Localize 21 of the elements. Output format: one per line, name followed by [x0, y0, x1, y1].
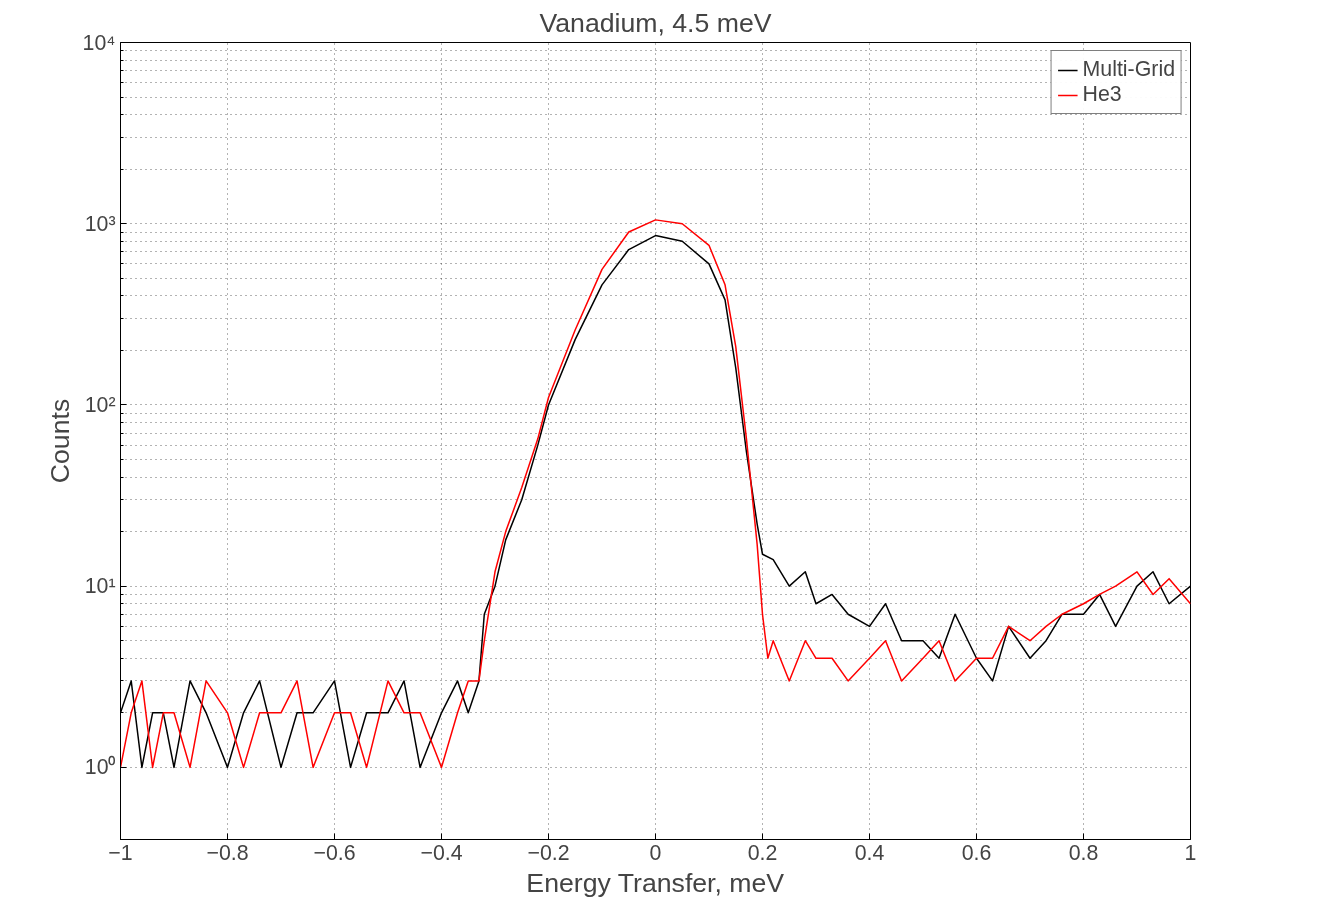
x-tick-label: −1 — [108, 840, 133, 865]
x-axis-title: Energy Transfer, meV — [526, 867, 785, 898]
x-tick-label: −0.8 — [206, 840, 249, 865]
y-tick-label: 10³ — [84, 211, 116, 236]
x-tick-label: 0.2 — [747, 840, 778, 865]
x-tick-label: 0.4 — [854, 840, 885, 865]
y-axis-title: Counts — [44, 398, 75, 484]
chart-title: Vanadium, 4.5 meV — [539, 7, 772, 38]
legend-label: He3 — [1082, 82, 1122, 107]
x-tick-label: −0.4 — [420, 840, 463, 865]
y-tick-label: 10² — [84, 392, 116, 417]
x-tick-label: −0.6 — [313, 840, 356, 865]
x-tick-label: 1 — [1184, 840, 1197, 865]
x-tick-label: 0 — [649, 840, 662, 865]
x-tick-label: −0.2 — [527, 840, 570, 865]
y-tick-label: 10⁰ — [84, 755, 117, 780]
y-tick-label: 10⁴ — [82, 30, 116, 55]
legend-label: Multi-Grid — [1082, 57, 1175, 82]
x-tick-label: 0.8 — [1068, 840, 1099, 865]
x-tick-label: 0.6 — [961, 840, 992, 865]
y-tick-label: 10¹ — [84, 574, 116, 599]
